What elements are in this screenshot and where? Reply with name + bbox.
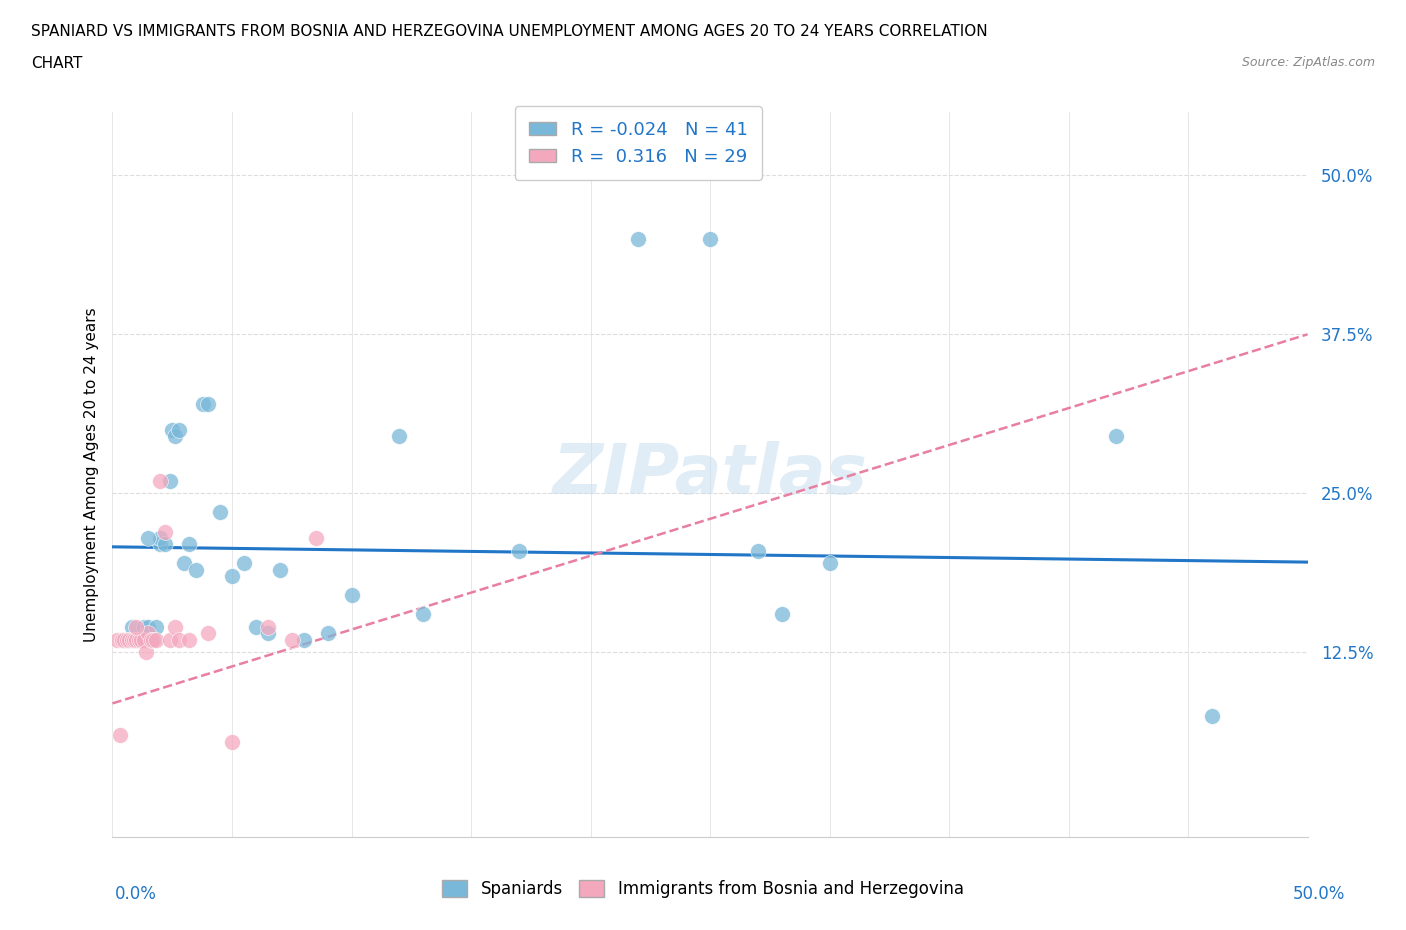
Point [209,505,232,520]
Point [221,568,243,583]
Point [770,607,793,622]
Point [125,619,148,634]
Point [149,473,172,488]
Point [138,632,160,647]
Point [142,632,165,647]
Point [115,632,138,647]
Point [305,530,328,545]
Point [269,563,291,578]
Legend: Spaniards, Immigrants from Bosnia and Herzegovina: Spaniards, Immigrants from Bosnia and He… [436,873,970,905]
Point [153,525,176,539]
Text: 0.0%: 0.0% [115,885,157,903]
Point [257,626,280,641]
Point [132,632,155,647]
Point [129,632,152,647]
Point [122,632,145,647]
Point [114,632,135,647]
Point [125,632,148,647]
Point [163,619,186,634]
Text: SPANIARD VS IMMIGRANTS FROM BOSNIA AND HERZEGOVINA UNEMPLOYMENT AMONG AGES 20 TO: SPANIARD VS IMMIGRANTS FROM BOSNIA AND H… [31,24,987,39]
Point [197,626,219,641]
Point [153,537,176,551]
Point [627,232,650,246]
Point [129,632,152,647]
Point [138,619,160,634]
Point [163,429,186,444]
Point [508,543,530,558]
Point [139,632,162,647]
Point [121,619,143,634]
Point [177,632,200,647]
Point [1201,709,1223,724]
Point [316,626,339,641]
Point [177,537,200,551]
Point [233,556,256,571]
Point [818,556,841,571]
Text: ZIPatlas: ZIPatlas [553,441,868,508]
Point [197,397,219,412]
Point [281,632,304,647]
Point [149,537,172,551]
Point [292,632,315,647]
Point [111,632,134,647]
Point [221,734,243,749]
Text: Source: ZipAtlas.com: Source: ZipAtlas.com [1241,56,1375,69]
Point [118,632,141,647]
Point [139,632,162,647]
Point [257,619,280,634]
Point [138,626,160,641]
Y-axis label: Unemployment Among Ages 20 to 24 years: Unemployment Among Ages 20 to 24 years [83,307,98,642]
Point [135,645,157,660]
Point [186,563,208,578]
Legend: R = -0.024   N = 41, R =  0.316   N = 29: R = -0.024 N = 41, R = 0.316 N = 29 [515,106,762,180]
Point [169,422,191,437]
Point [105,632,128,647]
Text: 50.0%: 50.0% [1294,885,1346,903]
Point [159,473,181,488]
Point [159,632,181,647]
Point [340,588,363,603]
Point [747,543,769,558]
Point [145,619,167,634]
Point [169,632,191,647]
Point [193,397,215,412]
Point [108,728,131,743]
Point [145,632,167,647]
Point [162,422,183,437]
Point [245,619,267,634]
Point [699,232,721,246]
Point [121,632,143,647]
Point [1105,429,1128,444]
Point [149,530,172,545]
Point [138,530,160,545]
Point [132,619,155,634]
Point [412,607,434,622]
Text: CHART: CHART [31,56,83,71]
Point [388,429,411,444]
Point [128,632,150,647]
Point [125,632,148,647]
Point [114,632,135,647]
Point [173,556,195,571]
